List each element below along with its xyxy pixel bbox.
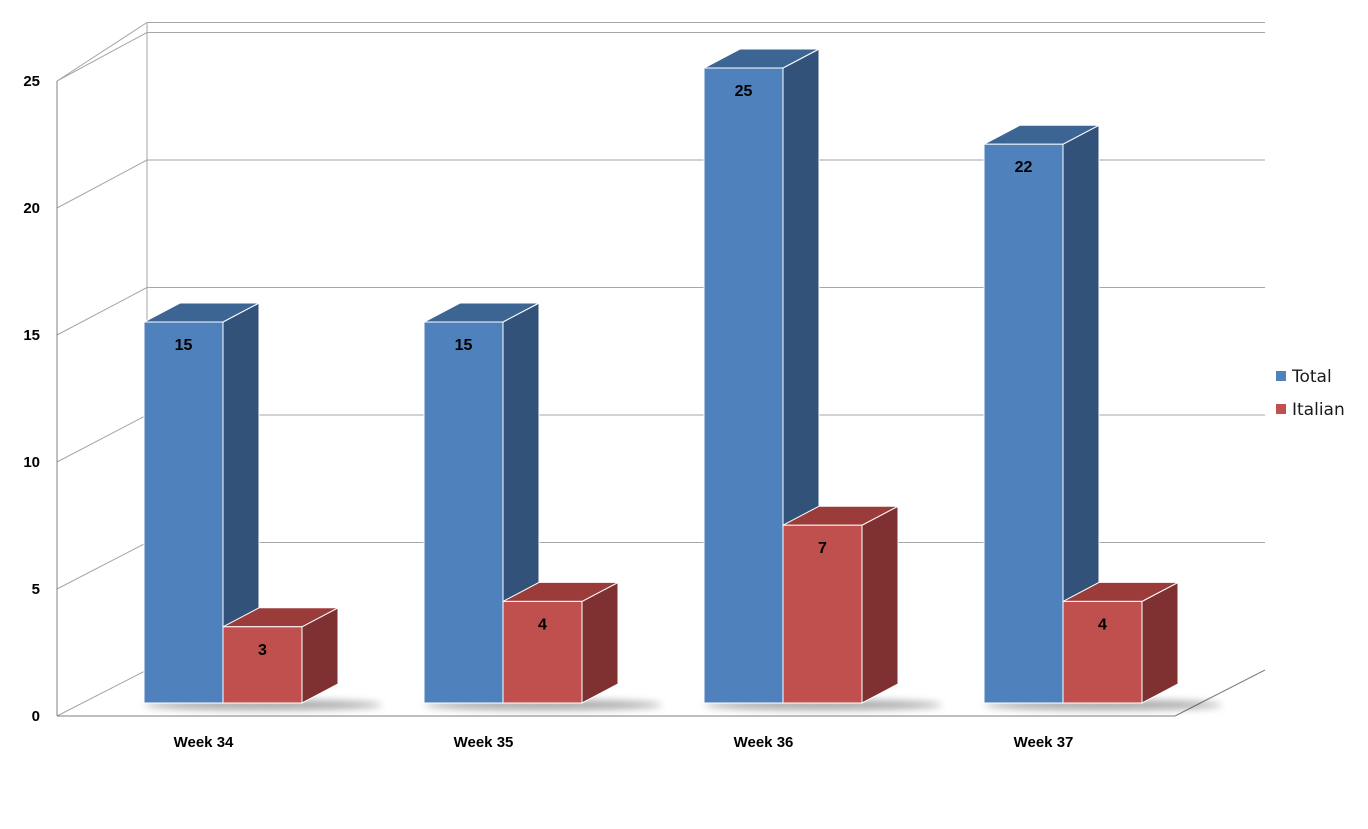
- y-tick-label: 0: [32, 708, 40, 725]
- bar-side-face: [861, 505, 899, 704]
- bar-total-week-34: [143, 302, 260, 704]
- data-label: 4: [1098, 616, 1107, 633]
- y-tick-label: 5: [32, 581, 40, 598]
- bar-italian-week-34: [222, 606, 339, 704]
- gridline-wall: [56, 414, 148, 463]
- wall-top-edge: [56, 22, 148, 82]
- y-tick-label: 10: [23, 454, 40, 471]
- legend-item-italian: Italian: [1276, 400, 1345, 420]
- bar-front-face: [423, 321, 504, 704]
- bars: [143, 48, 1222, 710]
- bar-italian-week-35: [502, 581, 619, 704]
- x-tick-label: Week 37: [1014, 734, 1074, 751]
- x-tick-label: Week 36: [734, 734, 794, 751]
- legend-swatch: [1276, 404, 1286, 414]
- bar-total-week-37: [983, 124, 1100, 704]
- data-label: 15: [455, 337, 473, 354]
- gridline-wall: [56, 542, 148, 590]
- gridline-wall: [56, 669, 148, 717]
- legend-item-total: Total: [1276, 367, 1332, 387]
- data-label: 3: [258, 642, 267, 659]
- data-label: 15: [175, 337, 193, 354]
- y-tick-label: 20: [23, 200, 40, 217]
- y-tick-label: 25: [23, 73, 40, 90]
- x-tick-label: Week 34: [174, 734, 234, 751]
- data-label: 25: [735, 83, 753, 100]
- bar-front-face: [143, 321, 224, 704]
- floor-right-edge: [1174, 669, 1266, 717]
- y-tick-label: 15: [23, 327, 40, 344]
- legend-swatch: [1276, 371, 1286, 381]
- legend: Total Italian: [1276, 367, 1345, 420]
- legend-label: Total: [1291, 367, 1332, 387]
- data-label: 4: [538, 616, 547, 633]
- bar-italian-week-37: [1062, 581, 1179, 704]
- gridline-wall: [56, 159, 148, 209]
- bar-front-face: [222, 626, 303, 704]
- bar-side-face: [581, 581, 619, 704]
- x-tick-label: Week 35: [454, 734, 514, 751]
- bar-front-face: [782, 524, 863, 704]
- bar-side-face: [1141, 581, 1179, 704]
- gridline-wall: [56, 287, 148, 336]
- bar-front-face: [502, 600, 583, 704]
- data-labels: 15 3 15 4 25 7 22 4: [175, 83, 1107, 659]
- bar-front-face: [1062, 600, 1143, 704]
- bar-front-face: [983, 143, 1064, 704]
- data-label: 22: [1015, 159, 1033, 176]
- data-label: 7: [818, 540, 827, 557]
- legend-label: Italian: [1292, 400, 1345, 420]
- bar-italian-week-36: [782, 505, 899, 704]
- gridline-wall: [56, 32, 148, 82]
- bar-front-face: [703, 67, 784, 704]
